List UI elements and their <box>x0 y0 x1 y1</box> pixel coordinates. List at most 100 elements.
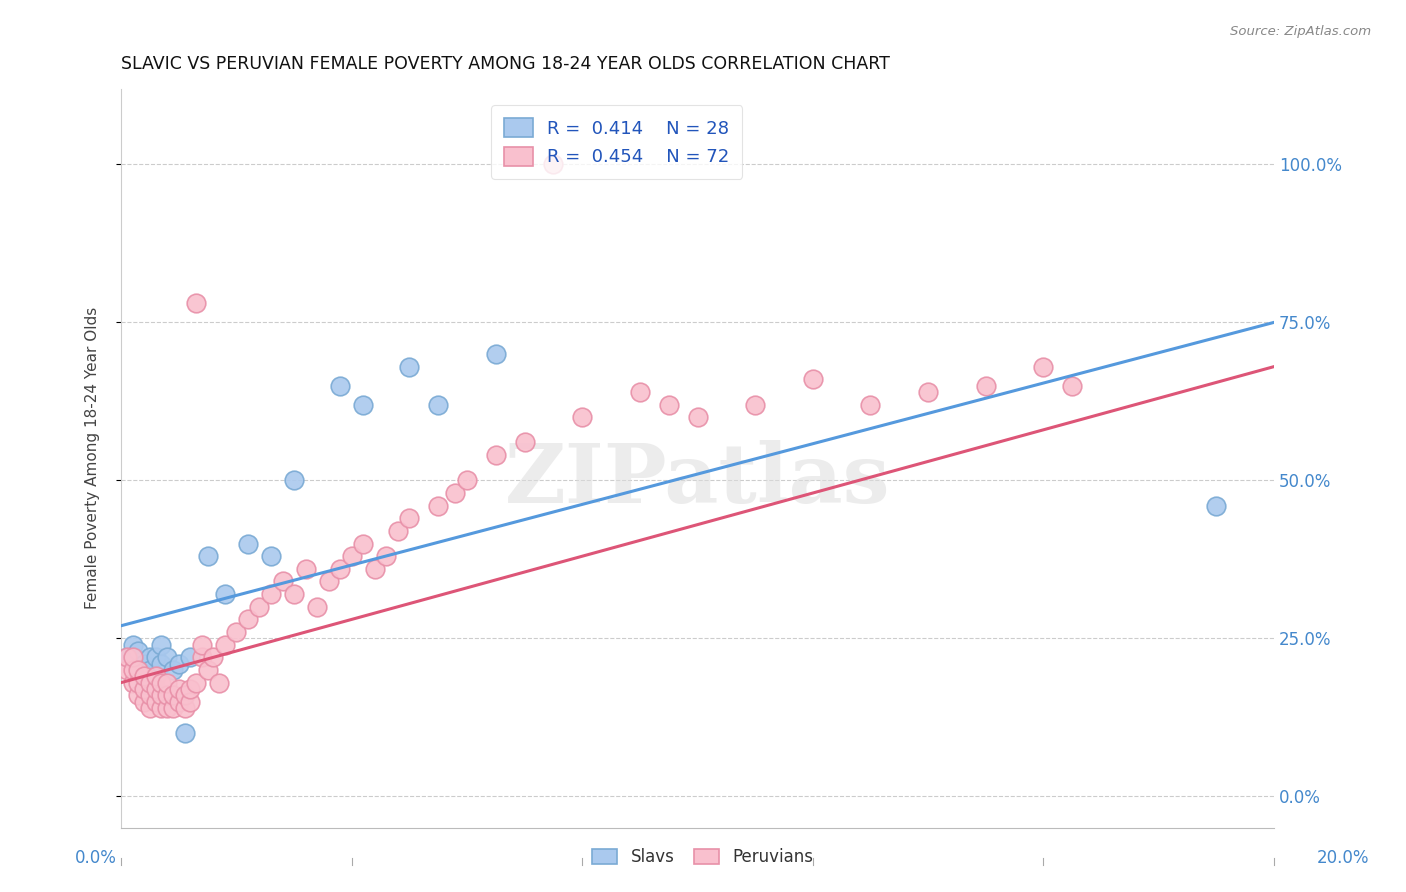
Point <box>162 688 184 702</box>
Point <box>127 675 149 690</box>
Point <box>115 650 138 665</box>
Point <box>485 448 508 462</box>
Point <box>236 612 259 626</box>
Point <box>974 378 997 392</box>
Point <box>167 657 190 671</box>
Point <box>236 536 259 550</box>
Point <box>329 378 352 392</box>
Point <box>329 562 352 576</box>
Point <box>427 499 450 513</box>
Point <box>307 599 329 614</box>
Point <box>283 587 305 601</box>
Point <box>260 549 283 564</box>
Point <box>260 587 283 601</box>
Point <box>387 524 409 538</box>
Point <box>167 694 190 708</box>
Point <box>127 663 149 677</box>
Point <box>121 675 143 690</box>
Point <box>127 644 149 658</box>
Point <box>208 675 231 690</box>
Point <box>173 701 195 715</box>
Point <box>156 650 179 665</box>
Point <box>444 486 467 500</box>
Point <box>115 663 138 677</box>
Point <box>294 562 316 576</box>
Point <box>398 511 420 525</box>
Legend: Slavs, Peruvians: Slavs, Peruvians <box>585 842 821 873</box>
Point <box>139 688 162 702</box>
Text: SLAVIC VS PERUVIAN FEMALE POVERTY AMONG 18-24 YEAR OLDS CORRELATION CHART: SLAVIC VS PERUVIAN FEMALE POVERTY AMONG … <box>121 55 890 73</box>
Point <box>543 157 565 171</box>
Point <box>202 650 225 665</box>
Point <box>139 675 162 690</box>
Point <box>375 549 398 564</box>
Point <box>283 474 305 488</box>
Point <box>197 549 219 564</box>
Point <box>134 681 156 696</box>
Point <box>340 549 363 564</box>
Point <box>197 663 219 677</box>
Point <box>127 663 149 677</box>
Point <box>145 650 167 665</box>
Point <box>150 638 173 652</box>
Point <box>352 398 374 412</box>
Point <box>917 384 939 399</box>
Point <box>173 688 195 702</box>
Point <box>318 574 340 589</box>
Text: 0.0%: 0.0% <box>75 849 117 867</box>
Point <box>121 638 143 652</box>
Point <box>145 669 167 683</box>
Point <box>162 701 184 715</box>
Point <box>173 726 195 740</box>
Point <box>744 398 766 412</box>
Point <box>139 650 162 665</box>
Point <box>145 669 167 683</box>
Point <box>456 474 478 488</box>
Point <box>150 688 173 702</box>
Point <box>139 701 162 715</box>
Y-axis label: Female Poverty Among 18-24 Year Olds: Female Poverty Among 18-24 Year Olds <box>86 307 100 609</box>
Point <box>191 650 214 665</box>
Point <box>658 398 681 412</box>
Point <box>249 599 271 614</box>
Point <box>225 625 247 640</box>
Point <box>121 650 143 665</box>
Point <box>1205 499 1227 513</box>
Point <box>214 587 236 601</box>
Point <box>150 657 173 671</box>
Point <box>1032 359 1054 374</box>
Point <box>156 688 179 702</box>
Point <box>513 435 536 450</box>
Point <box>162 663 184 677</box>
Point <box>571 410 593 425</box>
Point <box>801 372 824 386</box>
Point <box>139 663 162 677</box>
Point <box>191 638 214 652</box>
Point <box>156 675 179 690</box>
Point <box>134 675 156 690</box>
Point <box>1062 378 1084 392</box>
Point <box>184 675 207 690</box>
Point <box>121 663 143 677</box>
Point <box>485 347 508 361</box>
Point <box>150 701 173 715</box>
Text: ZIPatlas: ZIPatlas <box>505 441 890 520</box>
Point <box>145 681 167 696</box>
Legend: R =  0.414    N = 28, R =  0.454    N = 72: R = 0.414 N = 28, R = 0.454 N = 72 <box>492 105 742 179</box>
Point <box>115 650 138 665</box>
Point <box>184 296 207 310</box>
Text: Source: ZipAtlas.com: Source: ZipAtlas.com <box>1230 25 1371 38</box>
Point <box>134 694 156 708</box>
Point <box>156 701 179 715</box>
Point <box>271 574 294 589</box>
Point <box>427 398 450 412</box>
Point <box>167 681 190 696</box>
Point <box>398 359 420 374</box>
Point <box>150 675 173 690</box>
Point <box>145 694 167 708</box>
Point <box>352 536 374 550</box>
Text: 20.0%: 20.0% <box>1316 849 1369 867</box>
Point <box>179 681 201 696</box>
Point <box>686 410 709 425</box>
Point <box>859 398 882 412</box>
